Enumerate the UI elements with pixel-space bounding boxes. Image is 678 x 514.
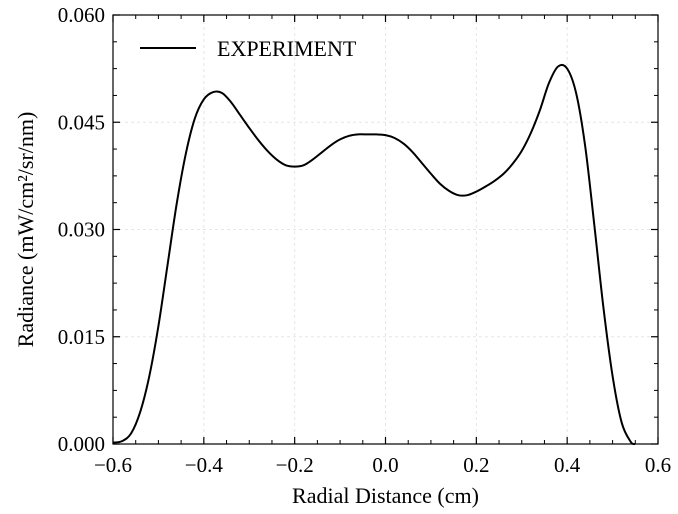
x-tick-label: 0.2 (463, 453, 489, 477)
minor-ticks (113, 15, 658, 444)
y-axis-label: Radiance (mW/cm²/sr/nm) (13, 112, 38, 348)
plot-frame (112, 14, 659, 445)
x-tick-label: 0.0 (372, 453, 398, 477)
y-tick-label: 0.060 (58, 3, 105, 27)
y-tick-label: 0.015 (58, 325, 105, 349)
y-tick-label: 0.000 (58, 432, 105, 456)
x-tick-label: −0.2 (276, 453, 314, 477)
series-layer (112, 63, 636, 446)
x-tick-label: 0.4 (554, 453, 581, 477)
y-tick-label: 0.045 (58, 110, 105, 134)
legend: EXPERIMENT (140, 36, 357, 61)
y-tick-labels: 0.000 0.015 0.030 0.045 0.060 (58, 3, 105, 456)
series-line-experiment (112, 63, 636, 446)
y-tick-label: 0.030 (58, 218, 105, 242)
x-tick-label: −0.6 (94, 453, 132, 477)
x-axis-label: Radial Distance (cm) (292, 483, 479, 508)
x-tick-label: 0.6 (645, 453, 671, 477)
x-tick-labels: −0.6 −0.4 −0.2 0.0 0.2 0.4 0.6 (94, 453, 671, 477)
legend-label-experiment: EXPERIMENT (217, 36, 357, 61)
x-tick-label: −0.4 (185, 453, 224, 477)
